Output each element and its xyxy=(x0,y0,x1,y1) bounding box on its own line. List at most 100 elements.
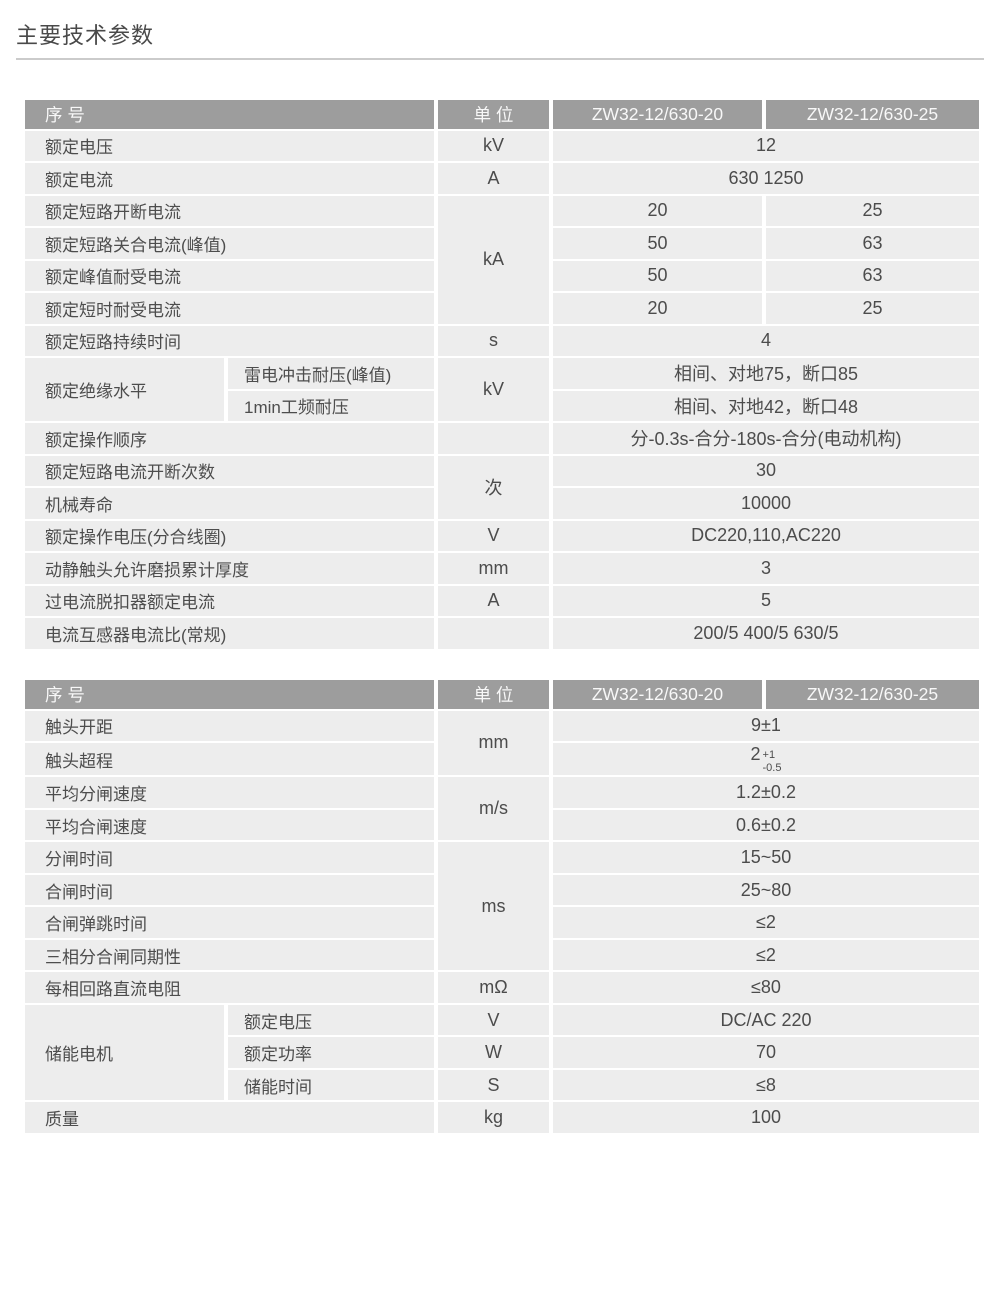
param-sublabel: 1min工频耐压 xyxy=(224,388,438,424)
table-row: 触头超程 2 +1 -0.5 xyxy=(21,741,983,778)
table-row: 储能时间 S ≤8 xyxy=(23,1067,983,1103)
value-cell-tolerance: 2 +1 -0.5 xyxy=(549,741,983,778)
param-label: 合闸弹跳时间 xyxy=(21,905,438,940)
param-label: 额定操作顺序 xyxy=(21,421,438,456)
title-divider xyxy=(16,57,984,60)
value-cell: ≤80 xyxy=(549,970,983,1005)
table-row: 额定电压 kV 12 xyxy=(21,128,983,164)
value-cell: ≤2 xyxy=(549,937,983,973)
table-row: 动静触头允许磨损累计厚度 mm 3 xyxy=(21,551,983,586)
header-row: 序 号 单 位 ZW32-12/630-20 ZW32-12/630-25 xyxy=(21,677,983,711)
unit-cell: m/s xyxy=(434,775,553,843)
value-cell-model2: 63 xyxy=(762,258,983,294)
value-cell: 30 xyxy=(549,453,983,489)
param-label: 机械寿命 xyxy=(21,486,438,521)
header-model-2: ZW32-12/630-25 xyxy=(762,677,983,711)
header-model-2: ZW32-12/630-25 xyxy=(762,97,983,131)
table-row: 机械寿命 10000 xyxy=(21,486,983,521)
param-label: 过电流脱扣器额定电流 xyxy=(21,583,438,619)
table-row: 合闸时间 25~80 xyxy=(21,872,983,908)
unit-cell xyxy=(434,616,553,651)
param-label: 三相分合闸同期性 xyxy=(21,937,438,973)
value-cell-model1: 20 xyxy=(549,291,766,326)
param-label: 触头超程 xyxy=(21,741,438,778)
param-label: 分闸时间 xyxy=(21,840,438,875)
unit-cell: 次 xyxy=(434,453,553,521)
value-cell: DC/AC 220 xyxy=(549,1002,983,1038)
value-cell: 630 1250 xyxy=(549,161,983,196)
param-label: 额定操作电压(分合线圈) xyxy=(21,518,438,554)
spec-table-1-wrap: 序 号 单 位 ZW32-12/630-20 ZW32-12/630-25 额定… xyxy=(21,97,983,651)
header-model-1: ZW32-12/630-20 xyxy=(549,97,766,131)
table-row: 分闸时间 ms 15~50 xyxy=(21,840,983,973)
param-label: 额定短路持续时间 xyxy=(21,323,438,359)
value-cell: ≤8 xyxy=(549,1067,983,1103)
spec-table-2-wrap: 序 号 单 位 ZW32-12/630-20 ZW32-12/630-25 触头… xyxy=(21,677,983,1135)
header-row: 序 号 单 位 ZW32-12/630-20 ZW32-12/630-25 xyxy=(21,97,983,131)
unit-cell xyxy=(434,421,553,456)
value-cell: 相间、对地42，断口48 xyxy=(549,388,983,424)
param-group-label: 额定绝缘水平 xyxy=(21,356,228,424)
table-row: 平均分闸速度 m/s 1.2±0.2 xyxy=(21,775,983,843)
table-row: 额定短路关合电流(峰值) 50 63 xyxy=(21,226,983,261)
table-row: 额定短时耐受电流 20 25 xyxy=(21,291,983,326)
value-cell: ≤2 xyxy=(549,905,983,940)
table-row: 电流互感器电流比(常规) 200/5 400/5 630/5 xyxy=(21,616,983,651)
table-row: 1min工频耐压 相间、对地42，断口48 xyxy=(23,388,983,424)
table-row: 额定绝缘水平 雷电冲击耐压(峰值) kV 相间、对地75，断口85 xyxy=(21,356,983,424)
value-cell: 5 xyxy=(549,583,983,619)
value-cell-model1: 50 xyxy=(549,258,766,294)
value-cell: 15~50 xyxy=(549,840,983,875)
value-cell: 1.2±0.2 xyxy=(549,775,983,810)
value-cell-model1: 20 xyxy=(549,193,766,229)
unit-cell: V xyxy=(434,518,553,554)
table-row: 平均合闸速度 0.6±0.2 xyxy=(21,807,983,843)
page-title: 主要技术参数 xyxy=(16,23,155,48)
value-cell: 10000 xyxy=(549,486,983,521)
spec-table-1: 序 号 单 位 ZW32-12/630-20 ZW32-12/630-25 额定… xyxy=(21,97,983,651)
value-cell: 12 xyxy=(549,128,983,164)
header-unit: 单 位 xyxy=(434,677,553,711)
param-sublabel: 额定电压 xyxy=(224,1002,438,1038)
unit-cell: V xyxy=(434,1002,553,1038)
param-label: 动静触头允许磨损累计厚度 xyxy=(21,551,438,586)
value-cell: 200/5 400/5 630/5 xyxy=(549,616,983,651)
value-cell-model2: 25 xyxy=(762,291,983,326)
tolerance-base: 2 xyxy=(750,744,761,765)
header-item: 序 号 xyxy=(21,97,438,131)
param-sublabel: 额定功率 xyxy=(224,1035,438,1070)
param-label: 额定短路电流开断次数 xyxy=(21,453,438,489)
unit-cell: kV xyxy=(434,128,553,164)
param-label: 触头开距 xyxy=(21,708,438,744)
value-cell-model2: 63 xyxy=(762,226,983,261)
param-group-label: 储能电机 xyxy=(21,1002,228,1103)
header-unit: 单 位 xyxy=(434,97,553,131)
table-row: 每相回路直流电阻 mΩ ≤80 xyxy=(21,970,983,1005)
header-item: 序 号 xyxy=(21,677,438,711)
value-cell: 4 xyxy=(549,323,983,359)
unit-cell: ms xyxy=(434,840,553,973)
value-cell: DC220,110,AC220 xyxy=(549,518,983,554)
value-cell: 100 xyxy=(549,1100,983,1135)
header-model-1: ZW32-12/630-20 xyxy=(549,677,766,711)
table-row: 额定功率 W 70 xyxy=(23,1035,983,1070)
param-label: 额定短时耐受电流 xyxy=(21,291,438,326)
value-cell: 分-0.3s-合分-180s-合分(电动机构) xyxy=(549,421,983,456)
param-label: 合闸时间 xyxy=(21,872,438,908)
tolerance-minus: -0.5 xyxy=(762,761,782,774)
param-label: 质量 xyxy=(21,1100,438,1135)
param-sublabel: 雷电冲击耐压(峰值) xyxy=(224,356,438,391)
table-row: 额定电流 A 630 1250 xyxy=(21,161,983,196)
param-label: 平均分闸速度 xyxy=(21,775,438,810)
table-row: 过电流脱扣器额定电流 A 5 xyxy=(21,583,983,619)
table-row: 额定峰值耐受电流 50 63 xyxy=(21,258,983,294)
unit-cell: kA xyxy=(434,193,553,326)
table-row: 三相分合闸同期性 ≤2 xyxy=(21,937,983,973)
param-label: 平均合闸速度 xyxy=(21,807,438,843)
unit-cell: mm xyxy=(434,551,553,586)
param-label: 额定短路开断电流 xyxy=(21,193,438,229)
spec-table-2: 序 号 单 位 ZW32-12/630-20 ZW32-12/630-25 触头… xyxy=(21,677,983,1135)
table-row: 额定短路开断电流 kA 20 25 xyxy=(21,193,983,326)
value-cell: 70 xyxy=(549,1035,983,1070)
param-label: 额定电压 xyxy=(21,128,438,164)
